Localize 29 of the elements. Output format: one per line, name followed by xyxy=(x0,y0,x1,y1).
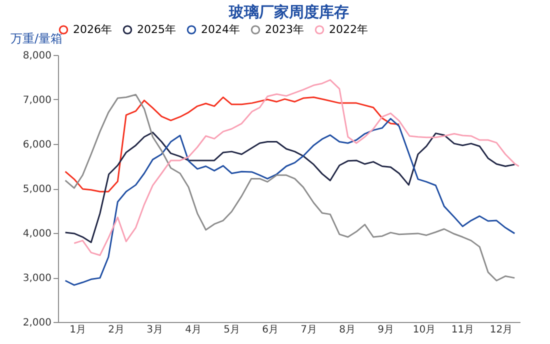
line-series xyxy=(64,132,516,244)
legend-label: 2026年 xyxy=(73,22,112,36)
y-tick-label: 3,000 xyxy=(22,273,52,284)
legend-label: 2024年 xyxy=(201,22,240,36)
x-tick-label: 10月 xyxy=(412,324,436,336)
line-series xyxy=(73,79,520,256)
chart-title: 玻璃厂家周度库存 xyxy=(228,3,349,21)
y-tick-label: 6,000 xyxy=(22,140,52,150)
x-tick-label: 11月 xyxy=(451,324,474,336)
y-tick-label: 8,000 xyxy=(22,50,52,62)
line-series xyxy=(64,96,400,192)
y-tick-label: 2,000 xyxy=(22,318,52,328)
x-tick-label: 2月 xyxy=(108,324,124,336)
y-axis-title: 万重/量箱 xyxy=(10,32,63,46)
legend-label: 2023年 xyxy=(265,22,304,36)
y-tick-label: 7,000 xyxy=(22,95,52,106)
legend-label: 2022年 xyxy=(329,22,368,36)
x-tick-label: 3月 xyxy=(146,324,163,336)
x-tick-label: 1月 xyxy=(70,324,86,336)
x-tick-label: 12月 xyxy=(490,324,513,336)
x-tick-label: 7月 xyxy=(300,324,317,336)
x-tick-label: 6月 xyxy=(262,324,278,336)
x-tick-label: 4月 xyxy=(185,324,202,336)
y-tick-label: 4,000 xyxy=(22,228,52,240)
y-tick-label: 5,000 xyxy=(22,184,52,195)
x-tick-label: 8月 xyxy=(339,324,356,336)
legend-label: 2025年 xyxy=(137,22,176,36)
x-tick-label: 5月 xyxy=(224,324,240,336)
x-tick-label: 9月 xyxy=(378,324,394,336)
